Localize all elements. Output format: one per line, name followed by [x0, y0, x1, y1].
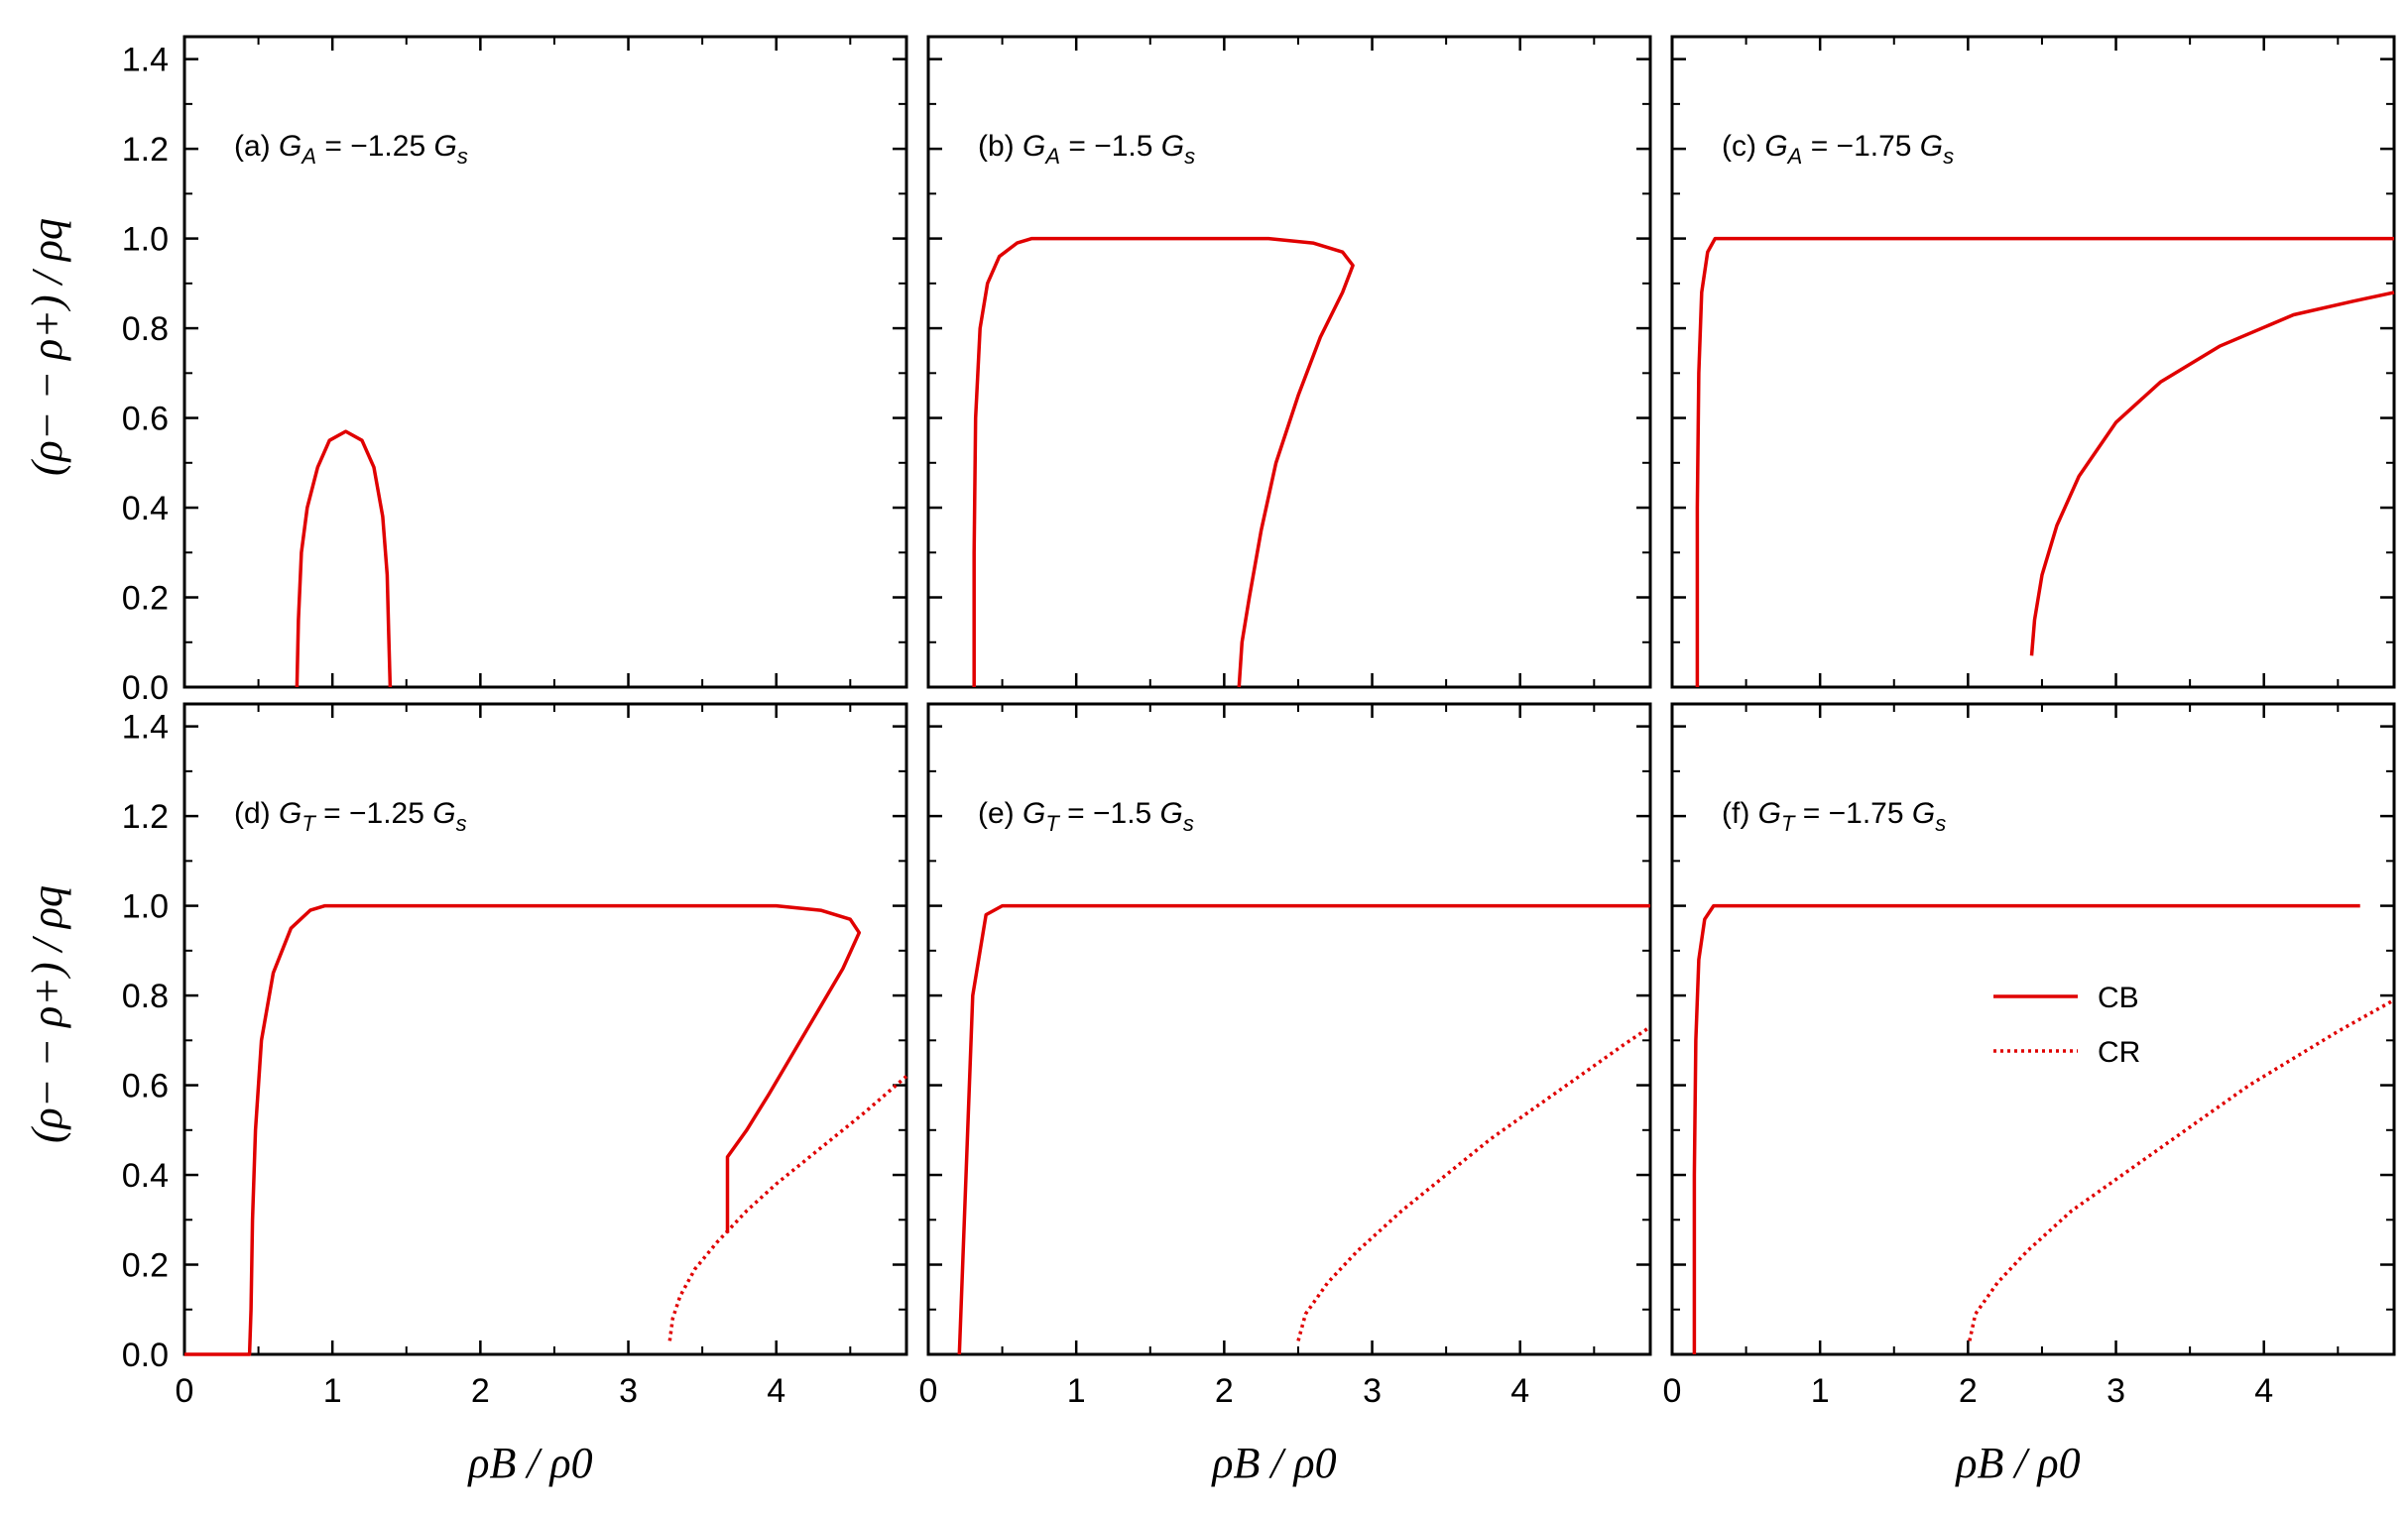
series-cb-0 — [1692, 903, 2360, 1354]
panel-label: (c) GA = −1.75 Gs — [1722, 130, 1954, 169]
y-axis-title-top: (ρ− − ρ+) / ρq — [23, 218, 71, 476]
x-tick-label: 4 — [2254, 1372, 2273, 1410]
x-tick-label: 4 — [1510, 1372, 1529, 1410]
y-tick-label: 1.2 — [122, 798, 169, 836]
plot-frame — [182, 702, 908, 1356]
y-tick-label: 1.0 — [122, 221, 169, 259]
y-tick-label: 0.6 — [122, 401, 169, 438]
y-tick-label: 0.8 — [122, 310, 169, 348]
x-tick-label: 3 — [2107, 1372, 2125, 1410]
panel-label: (a) GA = −1.25 Gs — [234, 130, 468, 169]
legend: CB CR — [1993, 982, 2140, 1069]
series-cb-0 — [972, 236, 1355, 688]
x-tick-label: 0 — [1663, 1372, 1682, 1410]
series-cb-0 — [184, 903, 862, 1356]
panel-d: 0.0 0.2 0.4 0.6 0.8 1.0 1.2 1.4 0 1 2 3 4 (d) GT = −1… — [122, 702, 908, 1410]
panel-label: (e) GT = −1.5 Gs — [978, 797, 1194, 836]
series-cb-0 — [957, 903, 1650, 1355]
x-tick-label: 2 — [1959, 1372, 1978, 1410]
series-cb-0 — [1695, 236, 2394, 687]
y-tick-label: 1.4 — [122, 42, 169, 79]
x-tick-label: 0 — [176, 1372, 194, 1410]
panel-c: (c) GA = −1.75 Gs — [1670, 35, 2396, 689]
x-axis-title-2: ρB / ρ0 — [1210, 1439, 1336, 1487]
y-tick-label: 0.4 — [122, 1157, 169, 1195]
x-axis-title-1: ρB / ρ0 — [466, 1439, 592, 1487]
x-tick-label: 0 — [919, 1372, 938, 1410]
panel-label: (d) GT = −1.25 Gs — [234, 797, 467, 836]
panel-label: (b) GA = −1.5 Gs — [978, 130, 1195, 169]
y-axis-title-text: (ρ− − ρ+) / ρq — [23, 885, 71, 1143]
plot-frame — [1670, 702, 2396, 1356]
x-tick-label: 3 — [619, 1372, 638, 1410]
y-tick-label: 0.0 — [122, 1337, 169, 1374]
x-tick-label: 4 — [767, 1372, 785, 1410]
y-tick-label: 0.8 — [122, 978, 169, 1015]
plot-frame — [926, 702, 1652, 1356]
series-cr-1 — [667, 1075, 908, 1341]
y-axis-title-bottom: (ρ− − ρ+) / ρq — [23, 885, 71, 1143]
y-tick-label: 0.2 — [122, 1247, 169, 1285]
y-tick-label: 0.4 — [122, 490, 169, 527]
series-cr-1 — [1296, 1025, 1651, 1341]
y-tick-label: 0.0 — [122, 669, 169, 707]
plot-frame — [1670, 35, 2396, 689]
x-tick-label: 3 — [1363, 1372, 1382, 1410]
legend-label-cr: CR — [2098, 1036, 2140, 1069]
panel-e: 0 1 2 3 4 (e) GT = −1.5 Gs — [919, 702, 1652, 1410]
panel-a: 0.0 0.2 0.4 0.6 0.8 1.0 1.2 1.4 (a) GA = −1.25 G… — [122, 35, 908, 707]
x-tick-label: 1 — [1811, 1372, 1830, 1410]
plot-frame — [926, 35, 1652, 689]
series-cr-1 — [1968, 998, 2395, 1341]
x-axis-title-3: ρB / ρ0 — [1954, 1439, 2080, 1487]
legend-label-cb: CB — [2098, 982, 2139, 1014]
panel-f: 0 1 2 3 4 (f) GT = −1.75 Gs — [1663, 702, 2396, 1410]
x-tick-label: 2 — [471, 1372, 490, 1410]
panels: 0.0 0.2 0.4 0.6 0.8 1.0 1.2 1.4 (a) GA = −1.25 G… — [122, 35, 2396, 1410]
series-cb-1 — [2029, 291, 2395, 656]
x-tick-label: 1 — [323, 1372, 342, 1410]
y-axis-title-text: (ρ− − ρ+) / ρq — [23, 218, 71, 476]
plot-frame — [182, 35, 908, 689]
y-tick-label: 1.0 — [122, 888, 169, 926]
y-tick-label: 0.2 — [122, 580, 169, 618]
x-tick-label: 1 — [1067, 1372, 1086, 1410]
series-cb-0 — [295, 429, 393, 688]
panel-label: (f) GT = −1.75 Gs — [1722, 797, 1946, 836]
y-tick-label: 0.6 — [122, 1068, 169, 1106]
x-tick-label: 2 — [1215, 1372, 1234, 1410]
panel-b: (b) GA = −1.5 Gs — [926, 35, 1652, 689]
y-tick-label: 1.2 — [122, 131, 169, 169]
y-tick-label: 1.4 — [122, 709, 169, 747]
